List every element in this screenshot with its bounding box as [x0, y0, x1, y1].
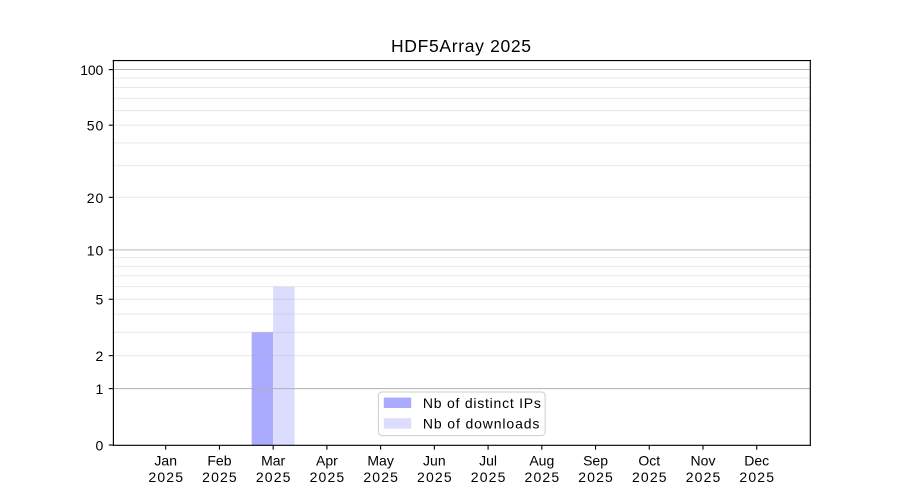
svg-text:10: 10 — [87, 242, 104, 258]
svg-text:20: 20 — [87, 190, 104, 206]
svg-text:2025: 2025 — [686, 469, 721, 485]
svg-text:HDF5Array 2025: HDF5Array 2025 — [391, 36, 531, 56]
svg-text:Nov: Nov — [691, 453, 716, 469]
svg-text:Jul: Jul — [479, 453, 497, 469]
svg-text:Oct: Oct — [638, 453, 660, 469]
svg-text:2025: 2025 — [202, 469, 237, 485]
svg-text:2025: 2025 — [256, 469, 291, 485]
svg-text:2025: 2025 — [632, 469, 667, 485]
svg-text:Jan: Jan — [154, 453, 177, 469]
svg-text:Aug: Aug — [529, 453, 554, 469]
svg-text:2025: 2025 — [471, 469, 506, 485]
svg-text:2025: 2025 — [310, 469, 345, 485]
svg-text:1: 1 — [96, 381, 104, 397]
svg-text:2025: 2025 — [525, 469, 560, 485]
svg-text:May: May — [367, 453, 393, 469]
svg-text:Apr: Apr — [316, 453, 338, 469]
svg-text:50: 50 — [87, 118, 104, 134]
svg-text:Mar: Mar — [261, 453, 285, 469]
svg-text:2025: 2025 — [148, 469, 183, 485]
svg-text:Sep: Sep — [583, 453, 608, 469]
svg-text:2025: 2025 — [578, 469, 613, 485]
svg-text:Jun: Jun — [423, 453, 446, 469]
svg-text:Feb: Feb — [207, 453, 231, 469]
svg-text:0: 0 — [96, 437, 104, 453]
svg-text:Nb of downloads: Nb of downloads — [423, 416, 540, 432]
svg-text:2025: 2025 — [363, 469, 398, 485]
svg-text:5: 5 — [96, 292, 104, 308]
svg-text:Nb of distinct IPs: Nb of distinct IPs — [423, 395, 541, 411]
svg-text:100: 100 — [80, 62, 103, 78]
svg-text:2025: 2025 — [417, 469, 452, 485]
svg-text:Dec: Dec — [744, 453, 769, 469]
svg-text:2: 2 — [96, 348, 104, 364]
svg-text:2025: 2025 — [739, 469, 774, 485]
